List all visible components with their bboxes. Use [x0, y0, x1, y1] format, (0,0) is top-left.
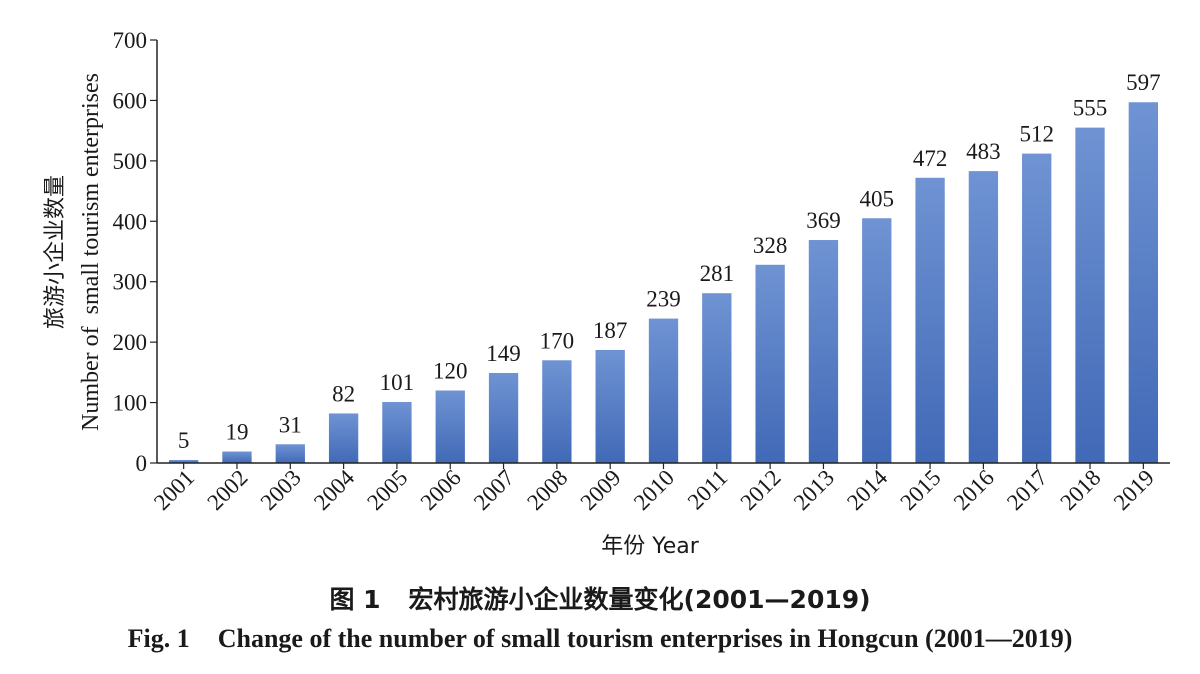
y-tick-label-300: 300: [113, 270, 148, 295]
x-tick-label-2015: 2015: [895, 465, 945, 515]
bar-2019: [1128, 102, 1158, 464]
y-tick-label-400: 400: [113, 209, 148, 234]
data-label-2018: 555: [1073, 96, 1108, 121]
caption-en-text: Change of the number of small tourism en…: [217, 624, 1073, 653]
x-tick-label-2014: 2014: [842, 465, 893, 516]
bar-2002: [222, 451, 252, 463]
x-tick-label-2017: 2017: [1002, 465, 1052, 515]
x-tick-label-2004: 2004: [309, 465, 360, 516]
bar-2013: [808, 240, 839, 463]
x-tick-label-2011: 2011: [683, 465, 733, 515]
bar-2016: [968, 171, 999, 463]
x-tick-label-2012: 2012: [735, 465, 785, 515]
bar-2003: [275, 444, 305, 463]
data-label-2007: 149: [486, 341, 521, 366]
bar-2017: [1022, 153, 1052, 464]
data-label-2011: 281: [700, 261, 735, 286]
caption-en-prefix: Fig. 1: [127, 624, 190, 653]
data-label-2004: 82: [332, 381, 355, 406]
bars: [169, 102, 1158, 464]
caption-cn-text: 宏村旅游小企业数量变化(2001—2019): [408, 585, 871, 614]
data-label-2009: 187: [593, 318, 628, 343]
x-tick-label-2016: 2016: [949, 465, 999, 515]
x-tick-label-2010: 2010: [629, 465, 679, 515]
x-tick-label-2008: 2008: [522, 465, 572, 515]
caption-cn-prefix: 图 1: [329, 585, 381, 614]
bar-chart: 5 19 31 82 101 120 149 170 187 239 281 328 369 405 472…: [43, 28, 1170, 559]
x-tick-label-2018: 2018: [1055, 465, 1105, 515]
x-tick-label-2003: 2003: [256, 465, 306, 515]
data-label-2012: 328: [753, 233, 788, 258]
bar-2012: [755, 264, 785, 463]
y-ticks: 0 100 200 300 400 500 600 700: [113, 28, 157, 476]
bar-2014: [862, 218, 892, 463]
data-label-2015: 472: [913, 146, 948, 171]
data-label-2001: 5: [178, 428, 190, 453]
x-tick-label-2002: 2002: [202, 465, 252, 515]
bar-2001: [169, 459, 199, 463]
bar-2018: [1075, 127, 1105, 464]
data-label-2016: 483: [966, 139, 1001, 164]
x-tick-label-2019: 2019: [1109, 465, 1159, 515]
bar-2007: [488, 372, 519, 463]
x-ticks: 2001 2002 2003 2004 2005 2006 2007 2008 2009 2010…: [149, 463, 1159, 515]
y-tick-label-700: 700: [113, 28, 148, 53]
y-tick-label-100: 100: [113, 391, 148, 416]
x-tick-label-2007: 2007: [469, 465, 519, 515]
figure-caption-en: Fig. 1 Change of the number of small tour…: [0, 624, 1200, 654]
bar-2005: [382, 401, 412, 463]
data-labels: 5 19 31 82 101 120 149 170 187 239 281 328 369 405 472…: [178, 70, 1161, 453]
x-tick-label-2005: 2005: [362, 465, 412, 515]
figure-caption-cn: 图 1 宏村旅游小企业数量变化(2001—2019): [0, 580, 1200, 616]
bar-2015: [915, 177, 945, 463]
x-tick-label-2006: 2006: [416, 465, 466, 515]
x-tick-label-2001: 2001: [149, 465, 199, 515]
x-axis-label: 年份 Year: [601, 534, 700, 559]
y-axis-label-en: Number of small tourism enterprises: [78, 73, 104, 431]
x-tick-label-2013: 2013: [789, 465, 839, 515]
data-label-2013: 369: [806, 208, 841, 233]
data-label-2014: 405: [860, 186, 895, 211]
x-tick-label-2009: 2009: [576, 465, 626, 515]
bar-2011: [702, 293, 732, 463]
bar-2010: [648, 318, 679, 463]
bar-2009: [595, 350, 625, 463]
data-label-2006: 120: [433, 358, 468, 383]
data-label-2002: 19: [225, 420, 248, 445]
bar-2004: [328, 413, 359, 463]
data-label-2019: 597: [1126, 70, 1161, 95]
y-tick-label-200: 200: [113, 330, 148, 355]
data-label-2017: 512: [1019, 122, 1054, 147]
data-label-2003: 31: [279, 412, 302, 437]
y-tick-label-600: 600: [113, 88, 148, 113]
y-axis-label-cn: 旅游小企业数量: [43, 175, 68, 329]
data-label-2010: 239: [646, 287, 681, 312]
y-tick-label-0: 0: [136, 451, 148, 476]
bar-2006: [435, 390, 465, 463]
y-tick-label-500: 500: [113, 149, 148, 174]
data-label-2005: 101: [380, 370, 415, 395]
bar-2008: [542, 360, 572, 463]
data-label-2008: 170: [540, 328, 575, 353]
